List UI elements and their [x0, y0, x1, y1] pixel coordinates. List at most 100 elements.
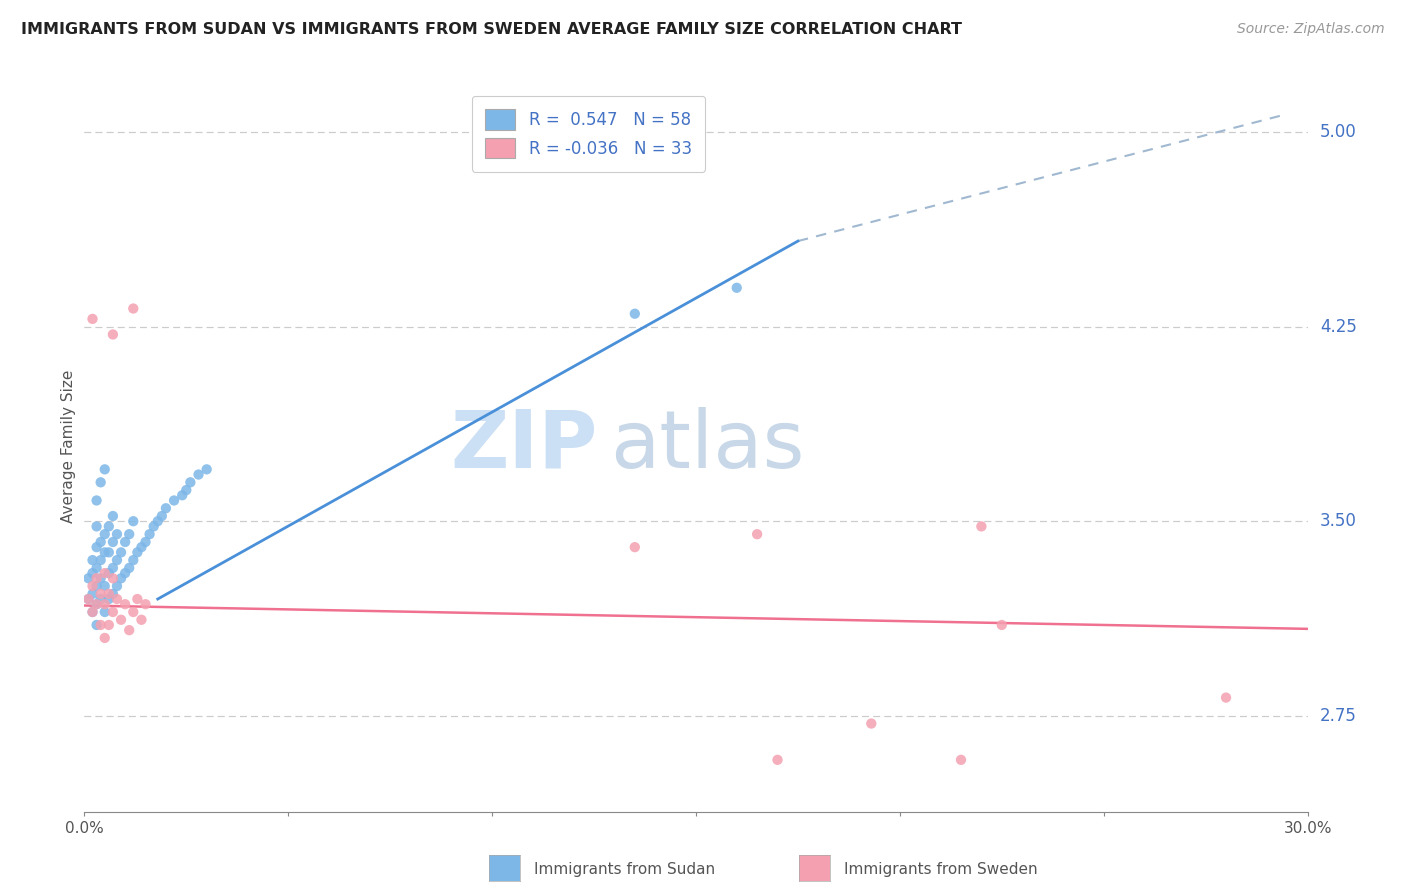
- Point: [105, 592, 128, 607]
- Point: [860, 716, 883, 731]
- Point: [90, 618, 112, 632]
- Point: [82, 579, 104, 593]
- Point: [86, 493, 108, 508]
- Point: [77, 592, 100, 607]
- Point: [110, 613, 132, 627]
- Point: [624, 540, 647, 554]
- Point: [101, 571, 124, 585]
- Point: [150, 509, 173, 524]
- Point: [127, 545, 149, 559]
- Text: 4.25: 4.25: [1320, 318, 1357, 335]
- Point: [187, 467, 209, 482]
- Point: [122, 605, 145, 619]
- Point: [131, 540, 153, 554]
- Point: [163, 493, 186, 508]
- Point: [970, 519, 993, 533]
- Point: [122, 514, 145, 528]
- Point: [118, 561, 141, 575]
- Point: [114, 535, 136, 549]
- Point: [93, 597, 115, 611]
- Text: 5.00: 5.00: [1320, 123, 1357, 141]
- Text: Immigrants from Sudan: Immigrants from Sudan: [534, 863, 716, 877]
- Point: [135, 597, 157, 611]
- Point: [179, 475, 201, 490]
- Text: ZIP: ZIP: [451, 407, 598, 485]
- Point: [146, 514, 169, 528]
- Y-axis label: Average Family Size: Average Family Size: [60, 369, 76, 523]
- Point: [82, 312, 104, 326]
- Point: [105, 527, 128, 541]
- Point: [1215, 690, 1237, 705]
- Point: [97, 566, 120, 580]
- Point: [118, 623, 141, 637]
- Point: [90, 475, 112, 490]
- Text: Source: ZipAtlas.com: Source: ZipAtlas.com: [1237, 22, 1385, 37]
- Point: [86, 597, 108, 611]
- Point: [105, 553, 128, 567]
- Point: [110, 571, 132, 585]
- Point: [77, 592, 100, 607]
- Point: [155, 501, 177, 516]
- Point: [93, 545, 115, 559]
- Text: Immigrants from Sweden: Immigrants from Sweden: [844, 863, 1038, 877]
- Point: [93, 631, 115, 645]
- Point: [82, 587, 104, 601]
- Point: [122, 301, 145, 316]
- Point: [90, 535, 112, 549]
- Point: [86, 540, 108, 554]
- Point: [86, 579, 108, 593]
- Point: [82, 566, 104, 580]
- Point: [86, 618, 108, 632]
- Point: [110, 545, 132, 559]
- Text: IMMIGRANTS FROM SUDAN VS IMMIGRANTS FROM SWEDEN AVERAGE FAMILY SIZE CORRELATION : IMMIGRANTS FROM SUDAN VS IMMIGRANTS FROM…: [21, 22, 962, 37]
- Point: [725, 281, 748, 295]
- Point: [766, 753, 789, 767]
- Point: [101, 327, 124, 342]
- Point: [90, 592, 112, 607]
- Point: [118, 527, 141, 541]
- Point: [97, 545, 120, 559]
- Point: [86, 519, 108, 533]
- Point: [950, 753, 973, 767]
- Point: [172, 488, 194, 502]
- Point: [86, 561, 108, 575]
- Point: [86, 597, 108, 611]
- Point: [93, 579, 115, 593]
- Point: [101, 561, 124, 575]
- Point: [97, 587, 120, 601]
- Point: [624, 307, 647, 321]
- Legend: R =  0.547   N = 58, R = -0.036   N = 33: R = 0.547 N = 58, R = -0.036 N = 33: [472, 96, 704, 171]
- Point: [97, 618, 120, 632]
- Point: [82, 553, 104, 567]
- Point: [195, 462, 218, 476]
- Point: [101, 535, 124, 549]
- Point: [122, 553, 145, 567]
- Point: [97, 519, 120, 533]
- Point: [77, 571, 100, 585]
- Point: [142, 519, 165, 533]
- Point: [174, 483, 197, 497]
- Point: [101, 605, 124, 619]
- Point: [135, 535, 157, 549]
- Point: [114, 566, 136, 580]
- Point: [127, 592, 149, 607]
- Point: [131, 613, 153, 627]
- Point: [93, 566, 115, 580]
- Text: atlas: atlas: [610, 407, 804, 485]
- Point: [97, 592, 120, 607]
- Point: [90, 571, 112, 585]
- Point: [105, 579, 128, 593]
- Point: [90, 587, 112, 601]
- Point: [93, 462, 115, 476]
- Text: 3.50: 3.50: [1320, 512, 1357, 530]
- Point: [86, 571, 108, 585]
- Point: [747, 527, 769, 541]
- Point: [93, 605, 115, 619]
- Point: [114, 597, 136, 611]
- Point: [90, 553, 112, 567]
- Point: [82, 605, 104, 619]
- Text: 2.75: 2.75: [1320, 706, 1357, 725]
- Point: [101, 587, 124, 601]
- Point: [93, 527, 115, 541]
- Point: [138, 527, 160, 541]
